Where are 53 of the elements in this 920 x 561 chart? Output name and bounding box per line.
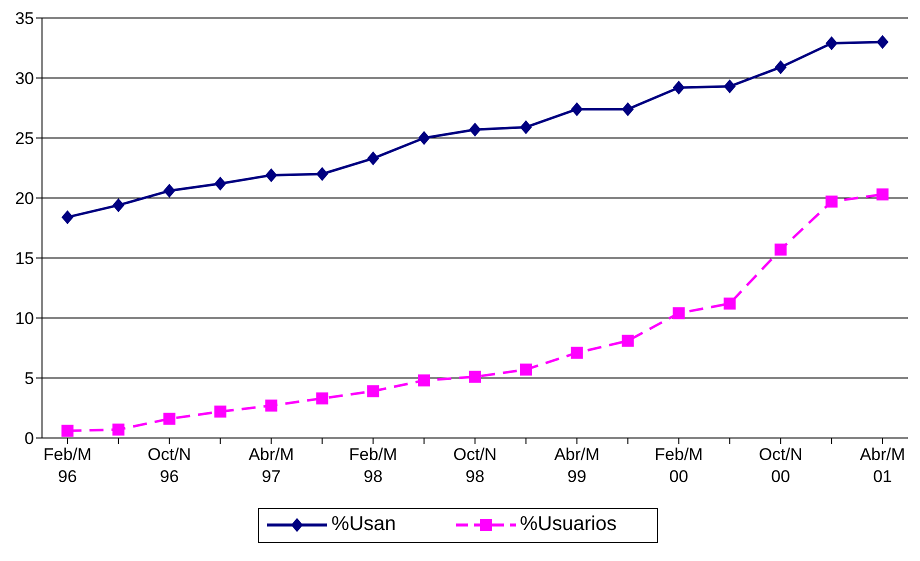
legend-label: %Usan [331,513,396,536]
point [622,334,634,347]
point [672,307,685,320]
point [826,36,838,50]
y-tick-label: 0 [24,429,34,448]
point [163,184,176,198]
x-tick-label: Feb/M 96 [43,445,92,486]
point [876,35,889,49]
point [61,210,74,224]
y-tick-label: 35 [15,9,34,28]
point [774,244,787,256]
y-tick-label: 15 [15,249,34,268]
x-tick-label: Oct/N 96 [148,445,192,486]
point [265,168,278,182]
y-tick-label: 20 [15,189,34,208]
point [724,79,736,94]
point [316,167,328,181]
y-tick-label: 5 [24,369,34,388]
x-tick-label: Abr/M 99 [554,445,600,486]
x-tick-label: Feb/M 00 [654,445,703,486]
point [367,385,380,398]
point [316,392,328,404]
point [163,412,176,425]
point [826,196,838,208]
point [876,188,889,200]
x-tick-label: Feb/M 98 [349,445,398,486]
x-tick-label: Abr/M 01 [860,445,906,486]
point [418,131,430,145]
point [520,120,532,134]
legend-label: %Usuarios [520,513,617,536]
y-tick-label: 30 [15,69,34,88]
point [265,400,278,412]
x-tick-label: Oct/N 00 [758,445,802,486]
point [214,176,226,191]
point [469,370,481,383]
point [418,374,430,386]
point [112,424,124,436]
x-tick-label: Oct/N 98 [453,445,497,486]
point [774,60,787,74]
point [570,102,583,116]
point [622,102,634,116]
point [520,364,532,376]
point [367,151,380,166]
x-tick-label: Abr/M 97 [248,445,294,486]
point [469,122,481,137]
point [570,346,583,359]
point [61,424,74,437]
point [672,80,685,95]
y-tick-label: 10 [15,309,34,328]
point [214,406,226,418]
y-tick-label: 25 [15,129,34,148]
point [724,298,736,310]
point [112,198,124,212]
